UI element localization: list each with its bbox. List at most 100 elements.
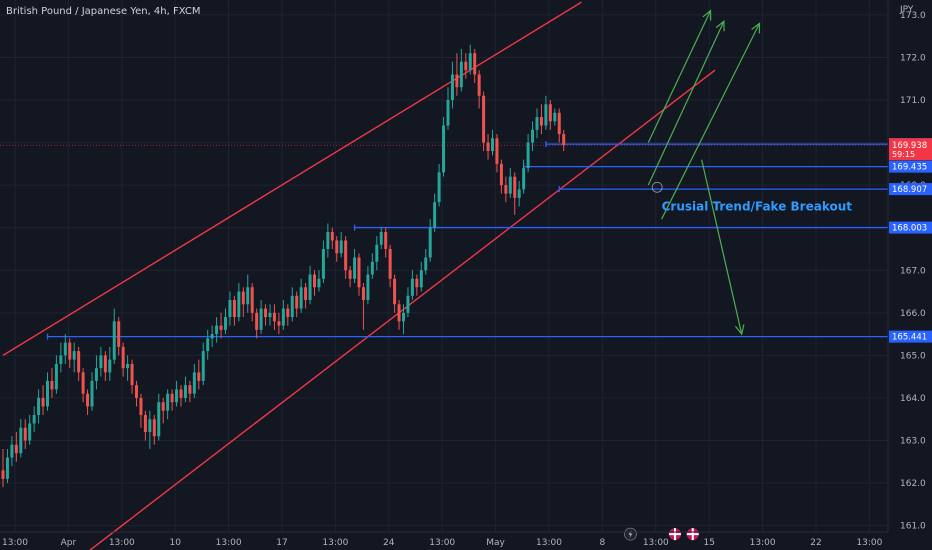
- arrow-line[interactable]: [661, 23, 761, 220]
- time-tick-label: 15: [703, 538, 714, 548]
- candle-body: [77, 351, 81, 373]
- candle-body: [446, 100, 450, 126]
- arrow-drawings[interactable]: [647, 9, 761, 336]
- candle-body: [59, 355, 63, 364]
- candle-body: [508, 176, 512, 194]
- candle-body: [81, 372, 85, 394]
- arrow-line[interactable]: [647, 21, 725, 186]
- candle-body: [86, 393, 90, 407]
- lightning-glyph: [628, 530, 633, 539]
- price-tick-label: 162.0: [900, 479, 926, 489]
- time-tick-label: 24: [383, 538, 395, 548]
- candle-body: [50, 380, 54, 390]
- candle-body: [317, 278, 321, 288]
- candle-body: [491, 138, 494, 152]
- candle-body: [68, 342, 72, 360]
- price-tick-label: 167.0: [900, 266, 926, 276]
- candle-body: [459, 61, 463, 88]
- candle-body: [157, 402, 161, 437]
- time-tick-label: Apr: [61, 538, 77, 548]
- chart-title: British Pound / Japanese Yen, 4h, FXCM: [6, 6, 200, 17]
- candle-body: [442, 125, 446, 173]
- candle-body: [175, 389, 179, 403]
- price-badges: 169.963169.435168.907168.003165.441169.9…: [889, 138, 932, 343]
- candle-body: [295, 295, 299, 309]
- candle-body: [464, 61, 468, 71]
- price-tick-label: 165.0: [900, 351, 926, 361]
- candle-body: [192, 372, 196, 394]
- candle-body: [130, 363, 134, 386]
- candle-body: [366, 274, 370, 301]
- channel-upper-line[interactable]: [2, 1, 582, 356]
- candle-body: [419, 270, 423, 288]
- arrow-line[interactable]: [701, 159, 743, 335]
- time-tick-label: 10: [169, 538, 181, 548]
- price-tick-label: 166.0: [900, 309, 926, 319]
- candle-body: [277, 321, 281, 326]
- candle-body: [353, 257, 357, 279]
- candle-body: [304, 287, 308, 301]
- candle-body: [384, 231, 388, 249]
- candle-body: [348, 270, 352, 279]
- time-tick-label: 13:00: [2, 538, 28, 548]
- candle-body: [486, 142, 490, 152]
- candle-body: [455, 74, 459, 88]
- candle-body: [170, 393, 174, 403]
- candle-body: [63, 342, 67, 356]
- candle-body: [5, 457, 9, 479]
- price-level-badge-label: 169.435: [892, 163, 927, 173]
- time-tick-label: 8: [600, 538, 606, 548]
- candle-body: [499, 163, 503, 186]
- time-tick-label: 22: [810, 538, 821, 548]
- candle-body: [308, 274, 312, 301]
- price-tick-label: 164.0: [900, 394, 926, 404]
- candle-body: [544, 104, 548, 126]
- candle-body: [135, 385, 138, 398]
- candle-body: [495, 138, 499, 164]
- candle-body: [232, 300, 236, 318]
- candle-body: [237, 291, 241, 318]
- candle-body: [531, 129, 535, 143]
- arrow-line[interactable]: [647, 10, 712, 143]
- candle-body: [548, 104, 552, 122]
- candle-body: [206, 338, 210, 352]
- currency-label: JPY: [899, 5, 914, 15]
- current-price-badge: [889, 138, 932, 161]
- time-tick-label: 13:00: [750, 538, 776, 548]
- candle-body: [28, 423, 32, 441]
- candle-body: [228, 300, 232, 318]
- price-level-badge: [889, 183, 932, 196]
- candle-body: [522, 168, 526, 190]
- arrow-head: [734, 324, 745, 336]
- candle-body: [513, 176, 517, 198]
- candle-body: [255, 312, 259, 330]
- candle-body: [375, 244, 379, 262]
- candle-body: [370, 261, 374, 275]
- candle-body: [437, 172, 441, 203]
- candle-body: [23, 427, 27, 441]
- time-tick-label: 13:00: [216, 538, 242, 548]
- candle-body: [161, 402, 165, 411]
- candle-body: [272, 312, 276, 322]
- candle-body: [450, 74, 454, 101]
- candle-body: [264, 308, 268, 318]
- candle-body: [10, 444, 14, 458]
- time-axis[interactable]: 13:00 Apr 13:00 10 13:00 17 13:00 24 13:00 May 13:…: [2, 538, 883, 548]
- candle-body: [410, 278, 414, 296]
- candle-body: [268, 312, 272, 318]
- candle-body: [197, 372, 201, 381]
- candle-body: [179, 389, 183, 398]
- price-level-badge-label: 168.003: [892, 224, 927, 234]
- price-tick-label: 171.0: [900, 96, 926, 106]
- candle-body: [357, 257, 361, 288]
- candle-body: [562, 134, 566, 146]
- candle-body: [415, 278, 419, 288]
- price-level-badge-label: 168.907: [892, 185, 927, 195]
- candle-body: [152, 419, 156, 437]
- candle-body: [339, 240, 343, 254]
- candle-body: [201, 351, 205, 381]
- candle-body: [259, 308, 263, 330]
- arrow-head: [715, 20, 725, 32]
- candle-body: [183, 385, 187, 398]
